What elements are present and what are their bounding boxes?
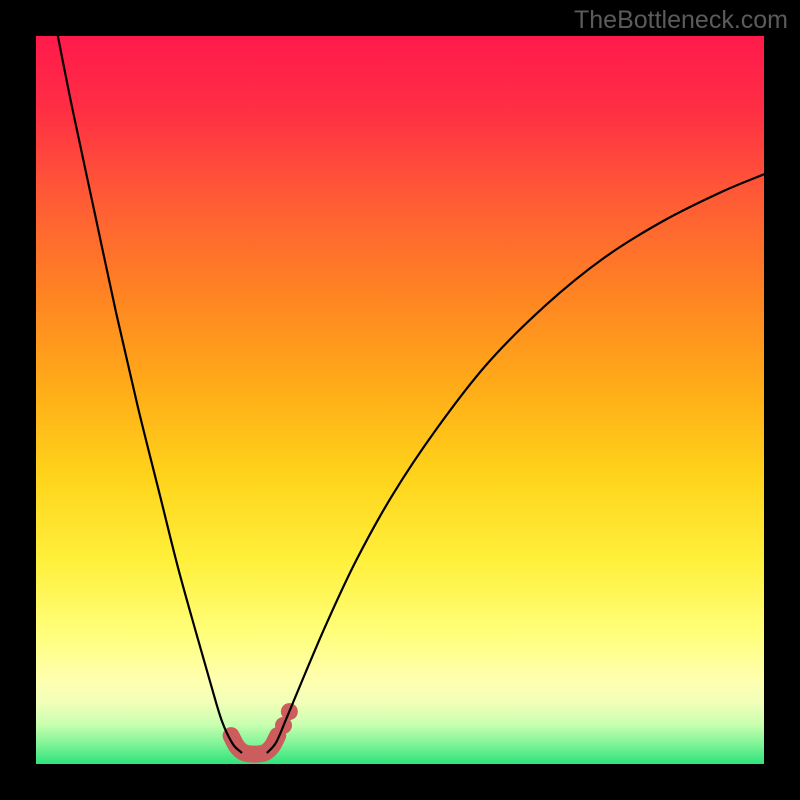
gradient-background: [36, 36, 764, 764]
chart-svg: [36, 36, 764, 764]
watermark-text: TheBottleneck.com: [574, 6, 788, 35]
plot-area: [36, 36, 764, 764]
